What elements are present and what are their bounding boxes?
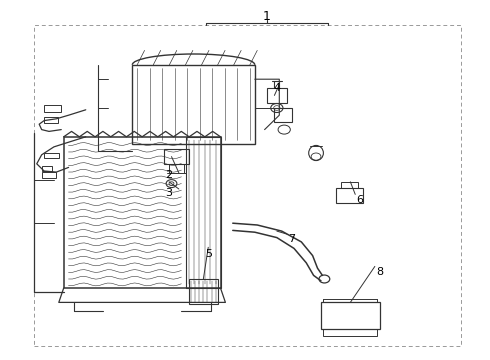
Text: 2: 2 bbox=[166, 170, 172, 180]
Bar bbox=[42, 166, 52, 171]
Bar bbox=[132, 65, 255, 144]
Bar bbox=[336, 188, 363, 203]
Bar bbox=[42, 172, 56, 178]
Bar bbox=[44, 153, 59, 158]
Bar bbox=[34, 25, 461, 346]
Bar bbox=[164, 149, 189, 164]
Bar bbox=[321, 302, 380, 329]
Text: 8: 8 bbox=[376, 267, 383, 277]
Bar bbox=[274, 108, 292, 122]
Bar bbox=[186, 137, 220, 288]
Text: 6: 6 bbox=[357, 195, 364, 205]
Text: 5: 5 bbox=[205, 249, 212, 259]
Bar bbox=[189, 279, 218, 304]
Text: 1: 1 bbox=[263, 10, 271, 23]
Bar bbox=[44, 105, 61, 112]
Bar bbox=[323, 329, 377, 336]
Text: 4: 4 bbox=[273, 83, 280, 93]
Bar bbox=[341, 182, 358, 188]
Bar bbox=[267, 88, 287, 103]
Bar bbox=[64, 137, 220, 288]
Text: 7: 7 bbox=[288, 234, 295, 244]
Bar bbox=[44, 117, 58, 123]
Text: 3: 3 bbox=[166, 188, 172, 198]
